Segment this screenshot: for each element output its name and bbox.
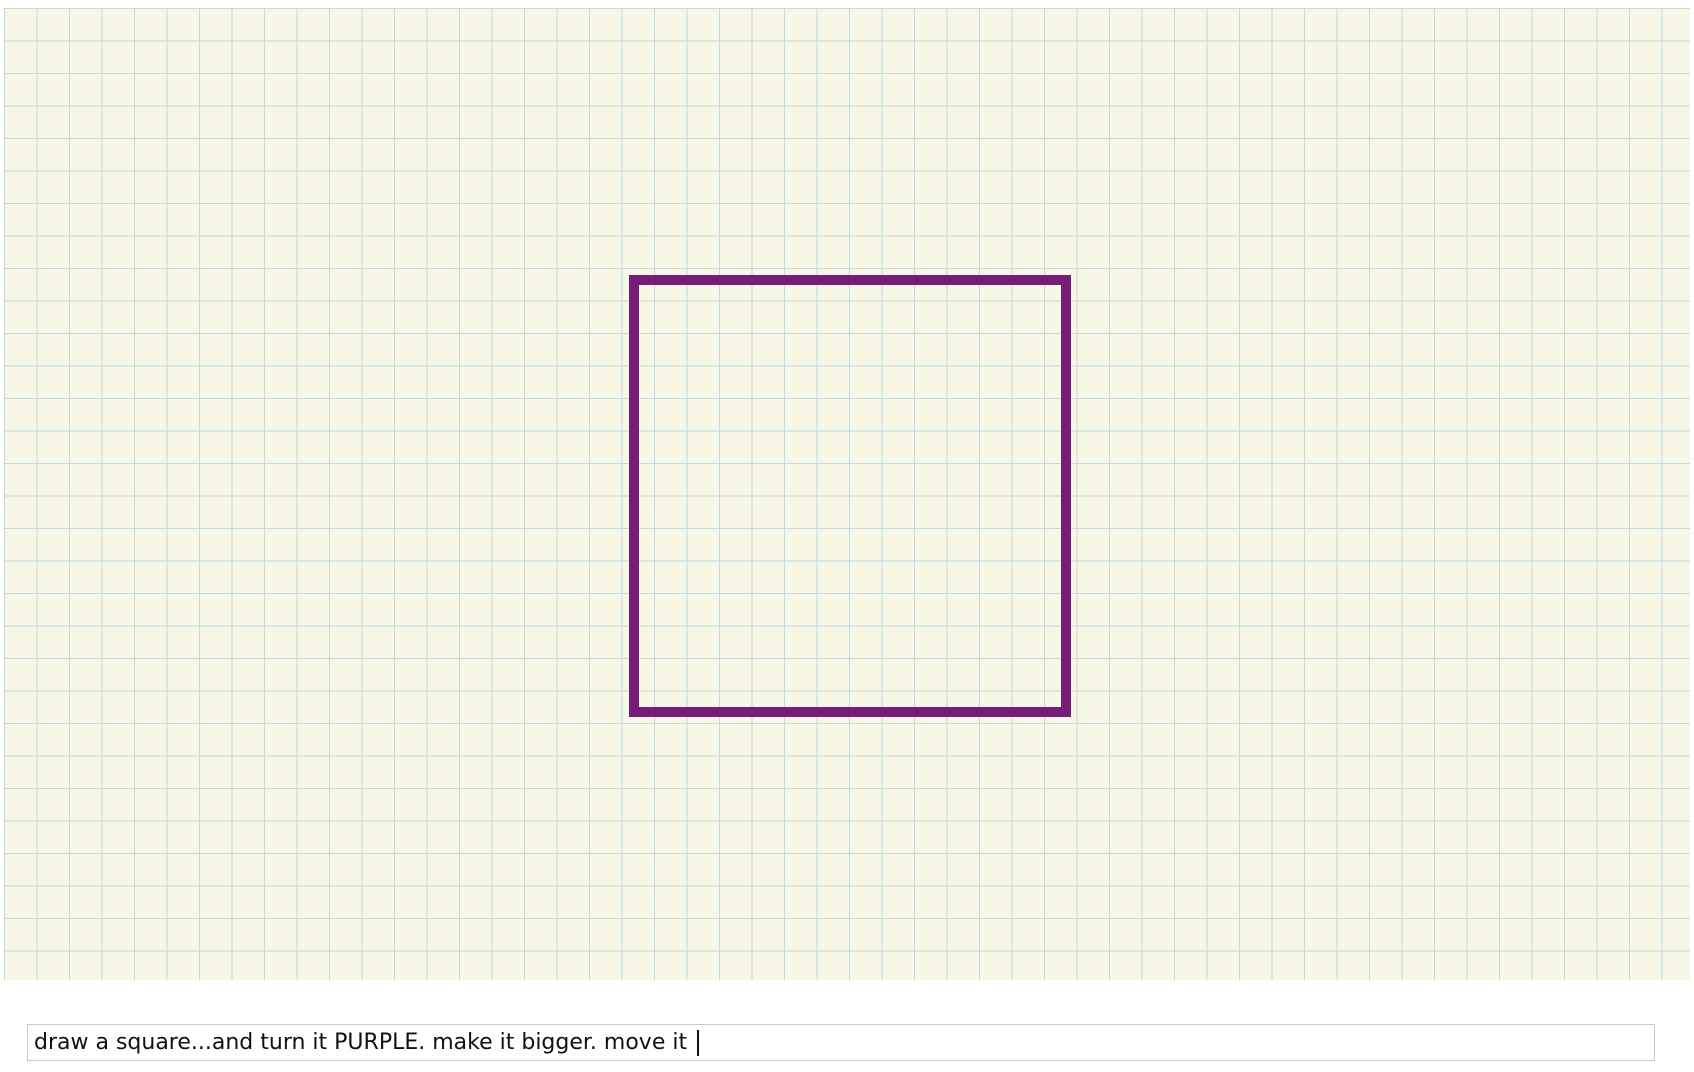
drawing-canvas[interactable] [4, 8, 1690, 980]
text-caret [697, 1029, 700, 1056]
purple-square[interactable] [629, 275, 1071, 717]
command-input-text: draw a square...and turn it PURPLE. make… [34, 1029, 695, 1055]
command-input[interactable]: draw a square...and turn it PURPLE. make… [27, 1024, 1655, 1061]
canvas-svg [629, 275, 1071, 717]
